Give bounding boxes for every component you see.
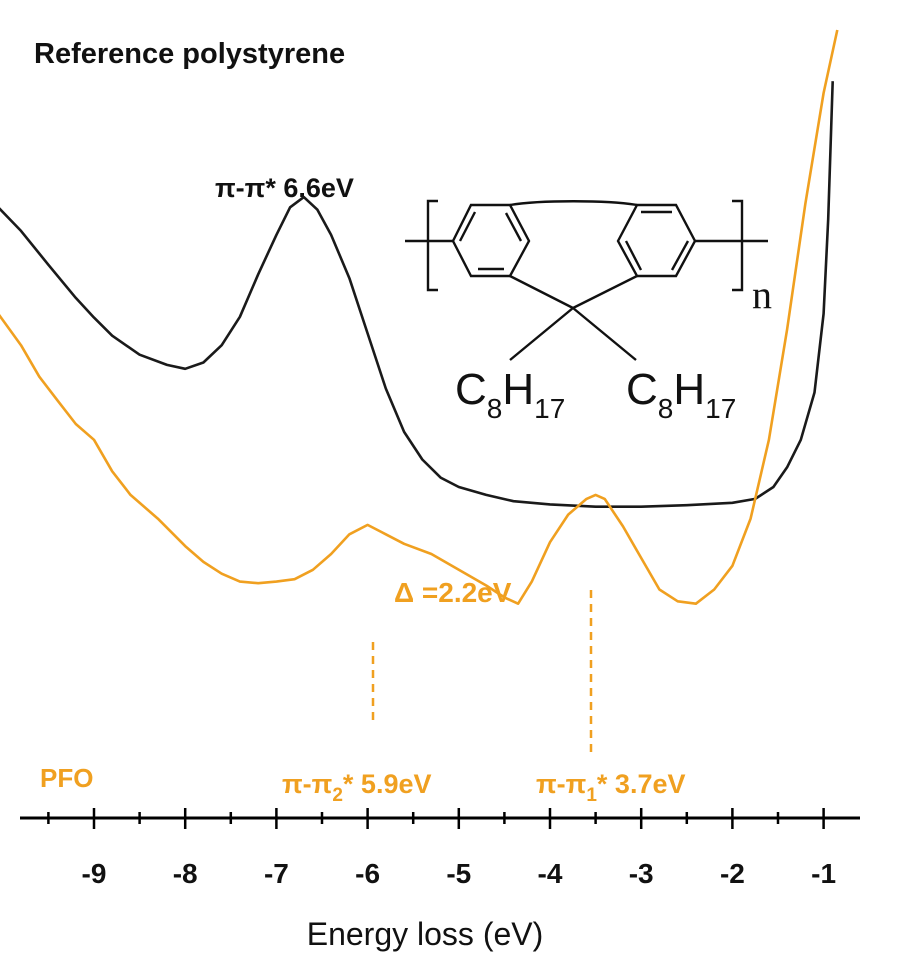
x-tick-label: -7 xyxy=(264,858,289,889)
substituent-right: C8H17 xyxy=(626,365,736,424)
x-axis-ticks xyxy=(47,808,825,829)
x-tick-label: -8 xyxy=(173,858,198,889)
x-axis-tick-labels: -9 -8 -7 -6 -5 -4 -3 -2 -1 xyxy=(82,858,837,889)
annotation-pi-pi1: π-π1* 3.7eV xyxy=(536,769,686,806)
x-tick-label: -4 xyxy=(538,858,563,889)
x-tick-label: -2 xyxy=(720,858,745,889)
series-line-pfo xyxy=(0,29,839,605)
annotation-delta: Δ =2.2eV xyxy=(394,577,512,608)
x-tick-label: -1 xyxy=(811,858,836,889)
x-axis-label: Energy loss (eV) xyxy=(307,916,544,952)
series-line-reference-polystyrene xyxy=(0,81,834,508)
annotation-pi-pi-star: π-π* 6.6eV xyxy=(215,173,354,203)
pfo-structure-diagram xyxy=(405,199,768,361)
x-tick-label: -6 xyxy=(355,858,380,889)
annotation-pfo: PFO xyxy=(40,763,93,793)
chart-title: Reference polystyrene xyxy=(34,38,345,70)
repeat-unit-n: n xyxy=(752,272,772,317)
x-tick-label: -9 xyxy=(82,858,107,889)
substituent-left: C8H17 xyxy=(455,365,565,424)
x-tick-label: -5 xyxy=(446,858,471,889)
x-tick-label: -3 xyxy=(629,858,654,889)
annotation-pi-pi2: π-π2* 5.9eV xyxy=(282,769,432,806)
